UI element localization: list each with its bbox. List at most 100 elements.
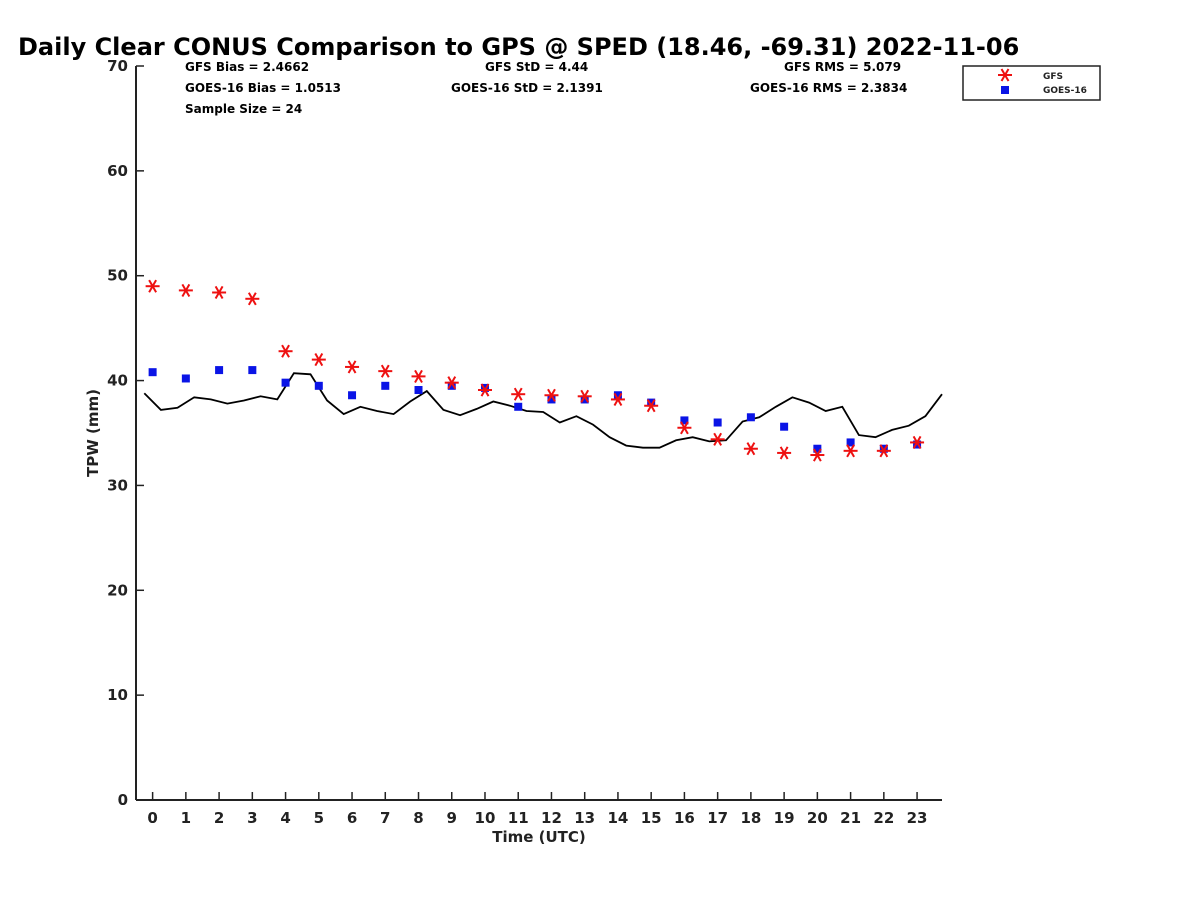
gfs-point <box>411 369 426 383</box>
x-tick-label: 8 <box>413 809 423 827</box>
gfs-point <box>876 444 891 458</box>
legend-gfs-marker <box>998 68 1012 82</box>
goes-16-point <box>713 418 722 427</box>
stat-gfs-rms: GFS RMS = 5.079 <box>784 60 901 74</box>
x-tick-label: 19 <box>774 809 795 827</box>
y-tick-label: 50 <box>107 267 128 285</box>
goes-16-point <box>647 398 656 407</box>
goes-16-point <box>879 444 888 453</box>
x-tick-label: 13 <box>574 809 595 827</box>
goes-16-point <box>414 386 423 395</box>
goes-16-point <box>215 366 224 375</box>
goes-16-point <box>148 368 157 377</box>
goes-16-point <box>480 383 489 392</box>
y-tick-label: 30 <box>107 476 128 494</box>
x-tick-label: 7 <box>380 809 390 827</box>
x-tick-label: 10 <box>475 809 496 827</box>
x-axis-label: Time (UTC) <box>492 828 586 846</box>
y-tick-label: 70 <box>107 57 128 75</box>
y-tick-label: 10 <box>107 686 128 704</box>
gps-series-line <box>143 372 943 449</box>
gfs-point <box>345 360 360 374</box>
x-tick-label: 9 <box>447 809 457 827</box>
gfs-point <box>311 353 326 367</box>
x-tick-label: 14 <box>608 809 629 827</box>
goes-16-series <box>148 366 922 453</box>
x-ticks: 0 1 2 3 4 5 6 7 8 9 10 11 12 13 14 15 16 17 18 19 20 21 22 23 <box>147 792 928 827</box>
gfs-point <box>378 364 393 378</box>
y-axis-label: TPW (mm) <box>84 389 102 477</box>
gfs-series <box>145 279 925 462</box>
gfs-point <box>178 283 193 297</box>
x-tick-label: 15 <box>641 809 662 827</box>
y-tick-label: 40 <box>107 372 128 390</box>
gfs-point <box>777 446 792 460</box>
goes-16-point <box>281 378 290 387</box>
legend-box <box>962 65 1101 101</box>
goes-16-point <box>447 381 456 390</box>
gfs-point <box>212 285 227 300</box>
x-tick-label: 3 <box>247 809 257 827</box>
x-tick-label: 21 <box>840 809 861 827</box>
goes-16-point <box>514 402 523 411</box>
goes-16-point <box>248 366 257 375</box>
chart-title: Daily Clear CONUS Comparison to GPS @ SP… <box>18 33 1019 61</box>
gfs-point <box>477 383 492 397</box>
y-ticks: 0 10 20 30 40 50 60 70 <box>107 57 144 809</box>
goes-16-point <box>613 391 622 400</box>
stat-goes-std: GOES-16 StD = 2.1391 <box>451 81 603 95</box>
y-tick-label: 20 <box>107 581 128 599</box>
y-tick-label: 0 <box>118 791 128 809</box>
gfs-point <box>743 442 758 456</box>
x-tick-label: 16 <box>674 809 695 827</box>
x-tick-label: 18 <box>740 809 761 827</box>
legend-gfs-asterisk <box>998 68 1012 82</box>
x-tick-label: 6 <box>347 809 357 827</box>
x-tick-label: 5 <box>314 809 324 827</box>
gfs-point <box>278 344 293 358</box>
stat-goes-bias: GOES-16 Bias = 1.0513 <box>185 81 341 95</box>
gfs-point <box>710 432 725 446</box>
legend-goes-label: GOES-16 <box>1043 86 1087 96</box>
stat-goes-rms: GOES-16 RMS = 2.3834 <box>750 81 907 95</box>
goes-16-point <box>813 444 822 453</box>
x-tick-label: 11 <box>508 809 529 827</box>
gps-line <box>143 372 943 449</box>
legend: GFS GOES-16 <box>962 65 1101 101</box>
goes-16-point <box>913 440 922 449</box>
gfs-point <box>145 279 160 293</box>
goes-16-point <box>846 438 855 447</box>
x-tick-label: 23 <box>907 809 928 827</box>
goes-16-point <box>780 422 789 431</box>
goes-16-point <box>547 395 556 404</box>
stat-gfs-std: GFS StD = 4.44 <box>485 60 588 74</box>
legend-goes-marker <box>1001 86 1009 94</box>
x-tick-label: 20 <box>807 809 828 827</box>
gfs-point <box>910 435 925 449</box>
gfs-point <box>677 421 692 435</box>
gfs-point <box>511 387 526 401</box>
gfs-point <box>644 399 659 413</box>
gfs-point <box>444 376 459 390</box>
gfs-point <box>810 448 825 462</box>
x-tick-label: 2 <box>214 809 224 827</box>
x-tick-label: 22 <box>873 809 894 827</box>
goes-16-point <box>746 413 755 422</box>
x-tick-label: 4 <box>280 809 290 827</box>
x-tick-label: 12 <box>541 809 562 827</box>
stat-sample-size: Sample Size = 24 <box>185 102 302 116</box>
goes-16-point <box>314 381 323 390</box>
y-tick-label: 60 <box>107 162 128 180</box>
x-tick-label: 1 <box>181 809 191 827</box>
goes-16-point <box>680 416 689 425</box>
x-tick-label: 0 <box>147 809 157 827</box>
gfs-point <box>544 388 559 402</box>
goes-16-point <box>580 395 589 404</box>
goes-16-point <box>181 374 190 383</box>
goes-16-point <box>381 381 390 390</box>
gfs-point <box>245 292 260 306</box>
goes-16-point <box>348 391 357 400</box>
stat-gfs-bias: GFS Bias = 2.4662 <box>185 60 309 74</box>
gfs-point <box>843 444 858 458</box>
